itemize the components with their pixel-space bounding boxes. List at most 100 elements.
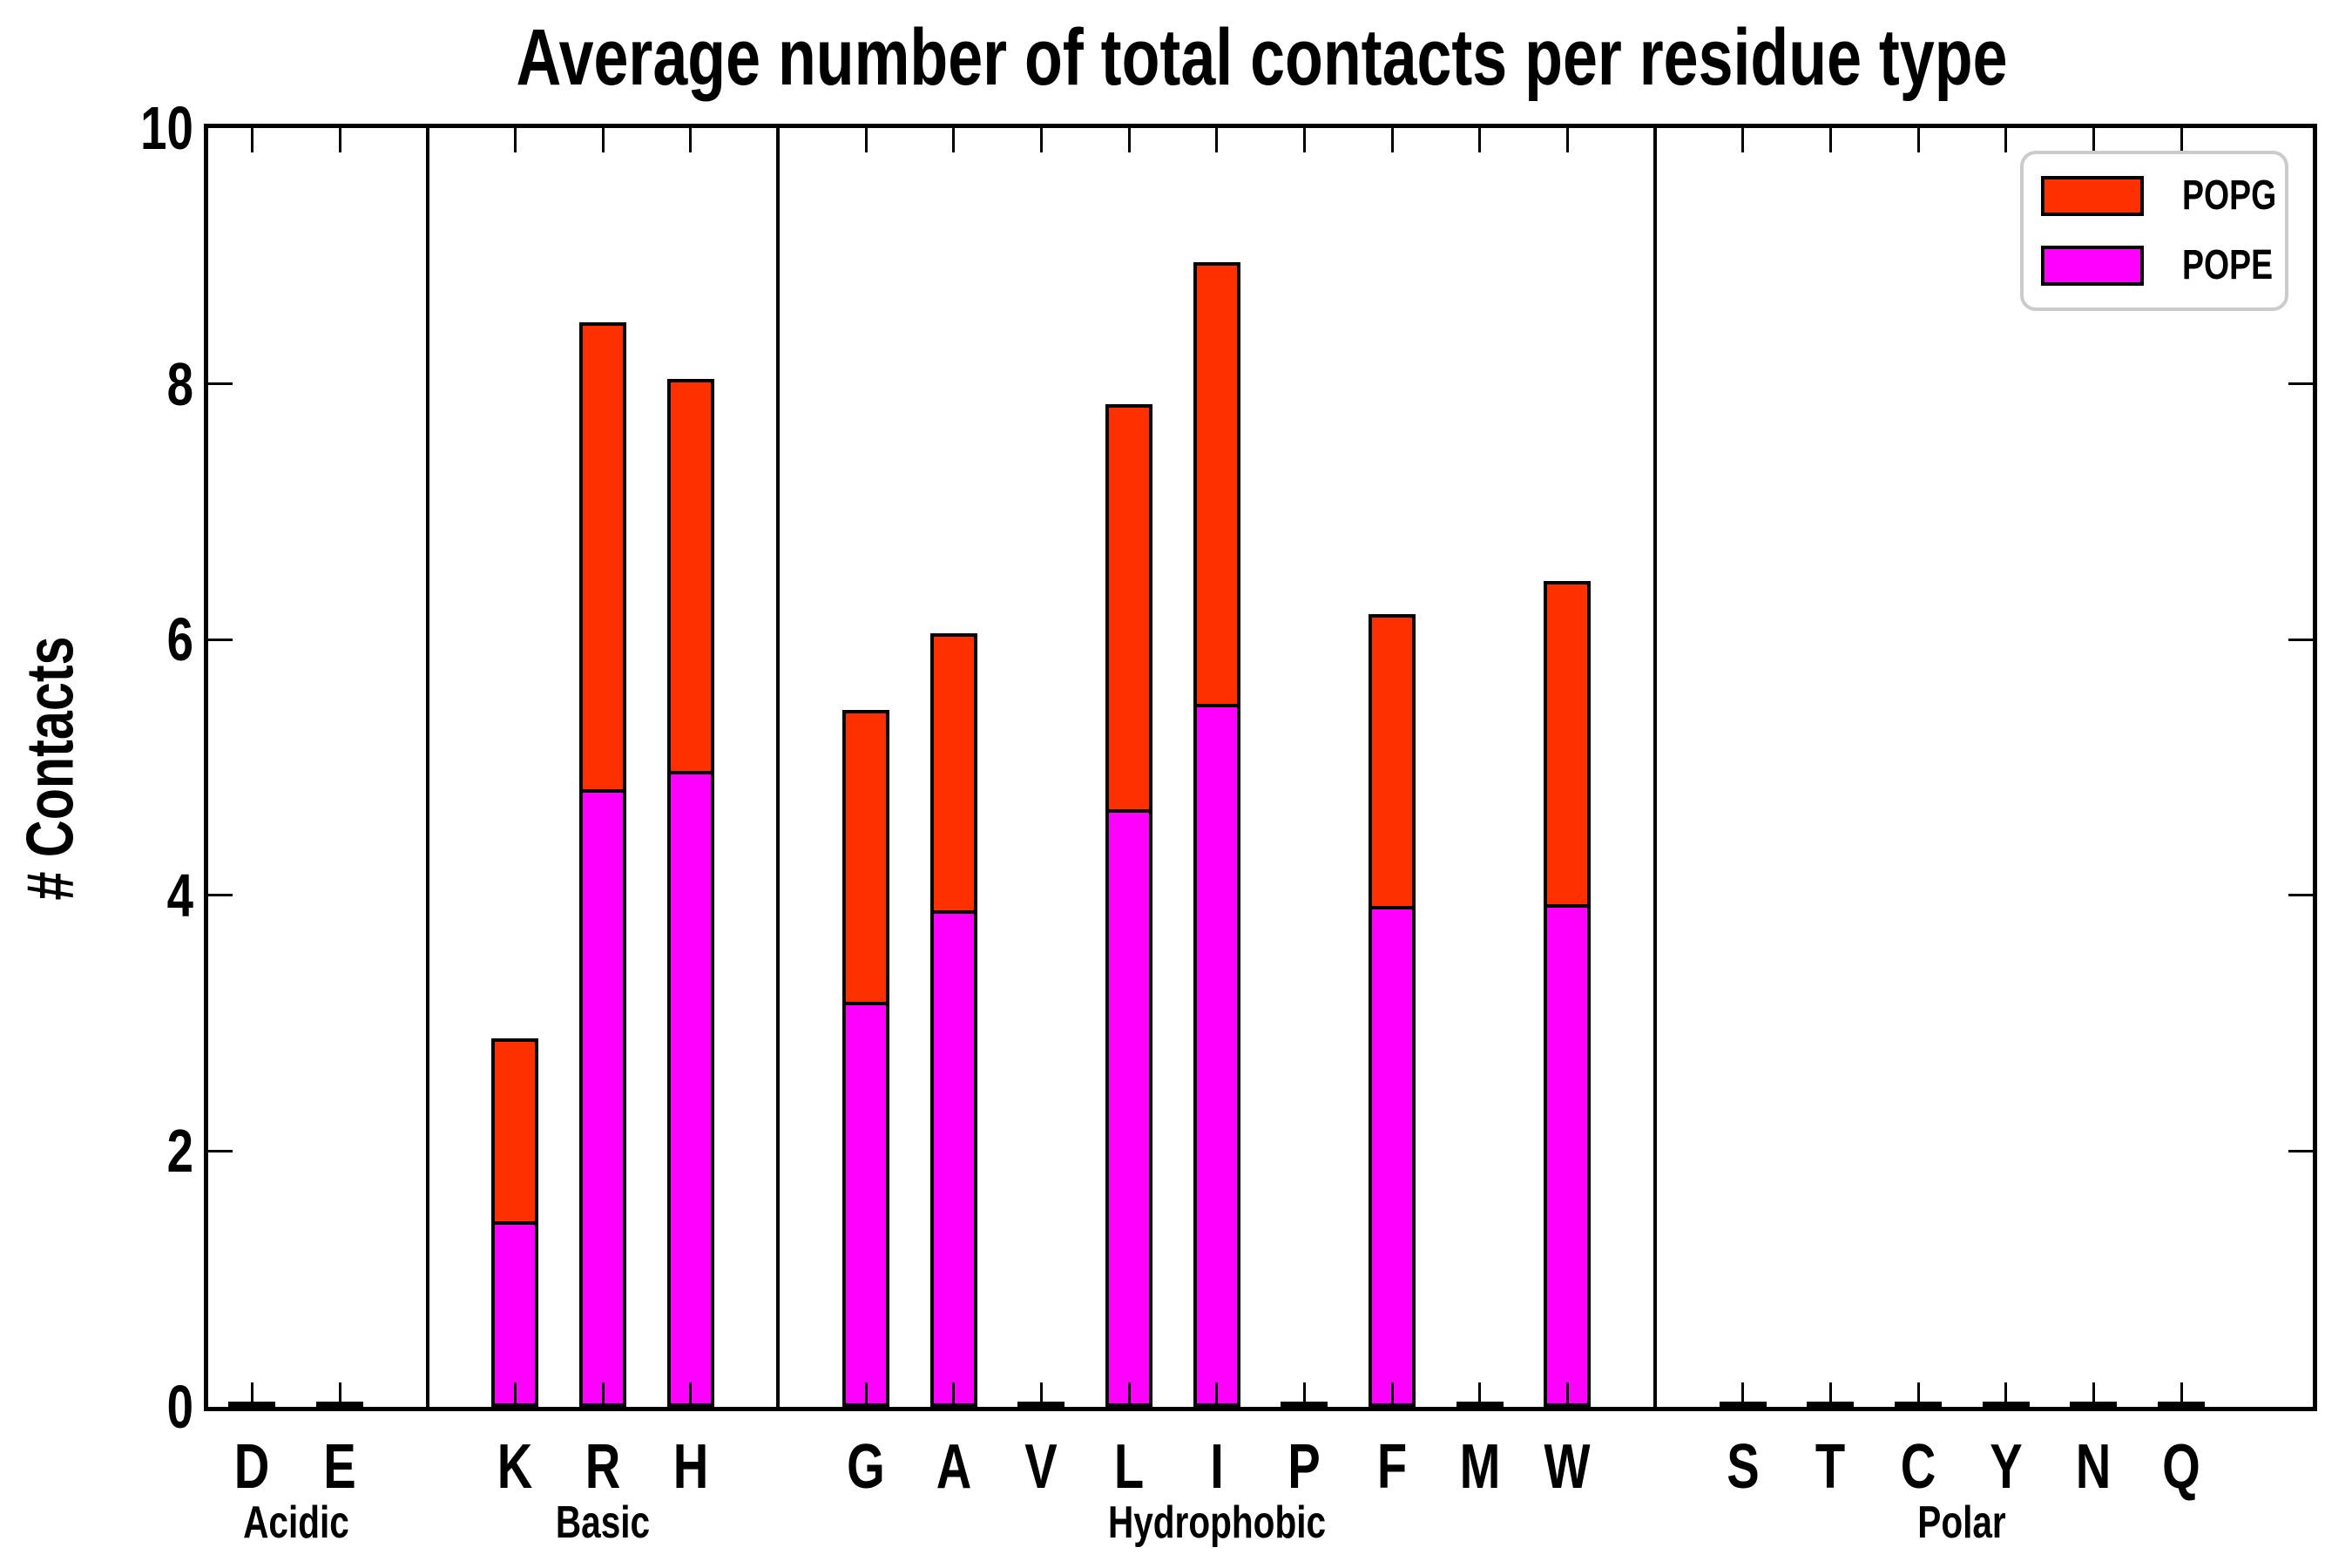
bar-F-pope-segment: [1369, 905, 1416, 1407]
y-tick-label-4: 4: [63, 865, 193, 926]
x-tick-label-text: Y: [1989, 1432, 2023, 1502]
bar-H-popg-segment: [666, 378, 714, 772]
group-label-polar: Polar: [1905, 1500, 2018, 1545]
bar-H: [666, 378, 714, 1407]
group-label-text: Acidic: [242, 1497, 349, 1548]
popg-swatch-icon: [2041, 176, 2144, 216]
x-tick-label-text: L: [1113, 1432, 1145, 1502]
y-tick-label-6: 6: [63, 609, 193, 670]
group-divider-0: [425, 128, 429, 1407]
x-tick-label-K: K: [492, 1436, 537, 1498]
ytick-l-6: [208, 638, 233, 641]
xtick-b-D: [250, 1382, 253, 1407]
legend-row-popg: POPG: [2041, 175, 2276, 217]
legend-label-popg: POPG: [2182, 172, 2277, 219]
xtick-t-D: [250, 128, 253, 152]
pope-swatch-icon: [2041, 246, 2144, 286]
x-tick-label-text: G: [847, 1432, 885, 1502]
y-tick-label-2: 2: [63, 1120, 193, 1181]
x-tick-label-N: N: [2071, 1436, 2116, 1498]
bar-G-pope-segment: [842, 1001, 889, 1407]
legend-row-pope: POPE: [2041, 245, 2273, 287]
xtick-b-C: [1916, 1382, 1920, 1407]
x-tick-label-text: N: [2076, 1432, 2112, 1502]
xtick-t-G: [864, 128, 868, 152]
xtick-b-K: [513, 1382, 517, 1407]
x-tick-label-L: L: [1110, 1436, 1148, 1498]
x-tick-label-text: P: [1288, 1432, 1321, 1502]
bar-I-popg-segment: [1193, 262, 1240, 704]
y-tick-label-text: 0: [166, 1373, 193, 1441]
x-tick-label-D: D: [229, 1436, 274, 1498]
x-tick-label-text: E: [323, 1432, 356, 1502]
bar-L: [1105, 404, 1152, 1407]
xtick-b-E: [338, 1382, 341, 1407]
xtick-t-E: [338, 128, 341, 152]
bar-L-popg-segment: [1105, 404, 1152, 810]
y-axis-label-text: # Contacts: [13, 636, 88, 901]
x-tick-label-F: F: [1373, 1436, 1411, 1498]
x-tick-label-T: T: [1811, 1436, 1849, 1498]
xtick-t-I: [1215, 128, 1219, 152]
x-tick-label-text: I: [1209, 1432, 1224, 1502]
bar-R: [579, 322, 626, 1407]
ytick-l-4: [208, 894, 233, 897]
xtick-t-F: [1390, 128, 1394, 152]
x-tick-label-R: R: [580, 1436, 625, 1498]
bar-A-popg-segment: [929, 632, 977, 911]
xtick-b-Y: [2004, 1382, 2008, 1407]
x-tick-label-text: V: [1024, 1432, 1058, 1502]
ytick-r-8: [2288, 382, 2313, 386]
chart-title: Average number of total contacts per res…: [206, 13, 2317, 102]
xtick-b-L: [1127, 1382, 1131, 1407]
x-tick-label-M: M: [1454, 1436, 1506, 1498]
group-label-hydrophobic: Hydrophobic: [1077, 1500, 1356, 1545]
xtick-b-R: [601, 1382, 605, 1407]
xtick-t-P: [1302, 128, 1306, 152]
chart-title-text: Average number of total contacts per res…: [516, 13, 2008, 102]
bar-G-popg-segment: [842, 709, 889, 1002]
x-tick-label-G: G: [841, 1436, 890, 1498]
bar-K: [491, 1038, 539, 1407]
y-tick-label-text: 6: [166, 605, 193, 674]
xtick-t-R: [601, 128, 605, 152]
x-tick-label-text: C: [1900, 1432, 1936, 1502]
xtick-t-H: [689, 128, 693, 152]
y-tick-label-text: 2: [166, 1117, 193, 1186]
bar-F: [1369, 613, 1416, 1407]
y-tick-label-text: 8: [166, 349, 193, 418]
x-tick-label-H: H: [668, 1436, 713, 1498]
x-tick-label-text: H: [672, 1432, 708, 1502]
x-tick-label-text: S: [1726, 1432, 1760, 1502]
xtick-t-K: [513, 128, 517, 152]
group-label-text: Polar: [1917, 1497, 2007, 1548]
xtick-b-A: [952, 1382, 956, 1407]
bar-I-pope-segment: [1193, 703, 1240, 1407]
bar-G: [842, 709, 889, 1407]
xtick-t-T: [1828, 128, 1832, 152]
bar-A: [929, 632, 977, 1407]
group-label-basic: Basic: [543, 1500, 664, 1545]
x-tick-label-S: S: [1722, 1436, 1764, 1498]
x-tick-label-text: W: [1544, 1432, 1591, 1502]
xtick-b-I: [1215, 1382, 1219, 1407]
ytick-r-2: [2288, 1149, 2313, 1152]
xtick-b-W: [1565, 1382, 1569, 1407]
bar-R-popg-segment: [579, 322, 626, 789]
x-tick-label-Q: Q: [2157, 1436, 2206, 1498]
xtick-t-Y: [2004, 128, 2008, 152]
legend-label-pope: POPE: [2182, 242, 2274, 288]
x-tick-label-C: C: [1896, 1436, 1941, 1498]
legend: POPG POPE: [2020, 151, 2288, 311]
x-tick-label-text: A: [936, 1432, 971, 1502]
y-tick-label-text: 4: [166, 861, 193, 929]
group-divider-1: [776, 128, 781, 1407]
x-tick-label-W: W: [1538, 1436, 1597, 1498]
bar-W-pope-segment: [1544, 904, 1592, 1407]
x-tick-label-text: M: [1459, 1432, 1501, 1502]
x-tick-label-V: V: [1020, 1436, 1062, 1498]
xtick-t-V: [1039, 128, 1043, 152]
y-tick-label-0: 0: [63, 1376, 193, 1437]
ytick-r-6: [2288, 638, 2313, 641]
xtick-b-H: [689, 1382, 693, 1407]
